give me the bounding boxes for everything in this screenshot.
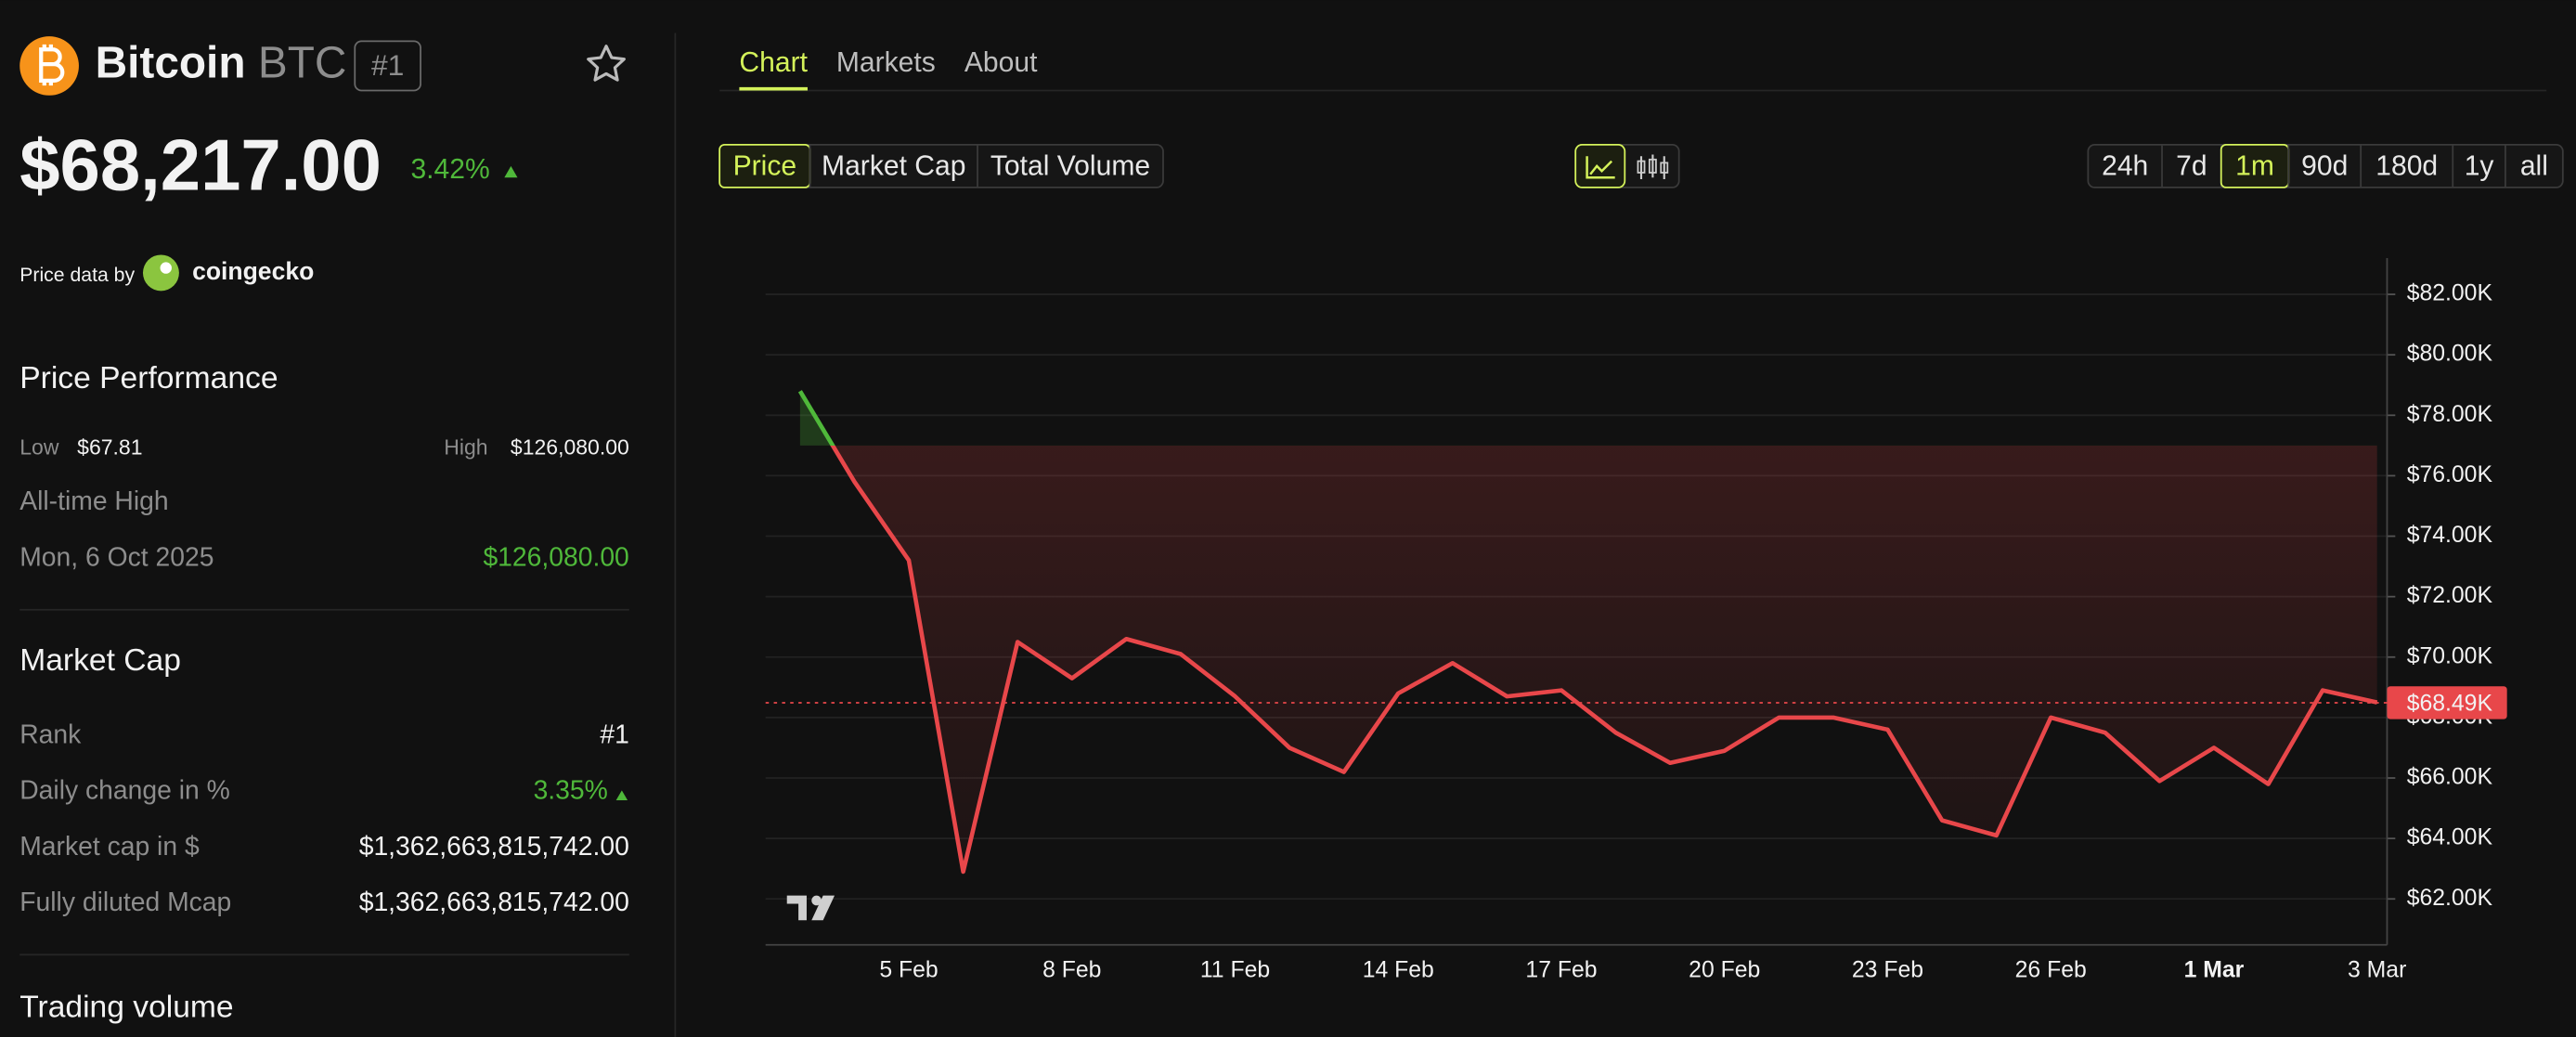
x-tick-label: 23 Feb: [1852, 958, 1923, 983]
ath-label: All-time High: [19, 486, 168, 515]
price-change: 3.42%: [410, 154, 489, 185]
x-tick-label: 17 Feb: [1525, 958, 1597, 983]
provider-logo-eye: [160, 262, 172, 274]
row-value: $1,362,663,815,742.00: [359, 887, 629, 916]
button-label[interactable]: 24h: [2102, 151, 2148, 182]
x-tick-label: 14 Feb: [1363, 958, 1434, 983]
low-value: $67.81: [77, 434, 142, 459]
x-tick-label: 26 Feb: [2015, 958, 2087, 983]
high-label: High: [444, 434, 487, 459]
button-label[interactable]: 1m: [2235, 151, 2274, 182]
up-arrow: [504, 165, 518, 178]
source-label: Price data by: [19, 265, 135, 286]
ath-date: Mon, 6 Oct 2025: [19, 541, 214, 571]
line-chart-icon[interactable]: [1586, 156, 1615, 179]
button-label[interactable]: all: [2520, 151, 2548, 182]
coin-name: Bitcoin: [96, 39, 246, 88]
candle-chart-icon[interactable]: [1660, 162, 1669, 174]
y-tick-label: $76.00K: [2407, 462, 2493, 487]
y-tick-label: $64.00K: [2407, 825, 2493, 850]
provider-logo: [142, 254, 179, 292]
high-value: $126,080.00: [511, 434, 629, 459]
button-label[interactable]: Price: [733, 151, 797, 182]
x-tick-label: 5 Feb: [879, 958, 938, 983]
button-label[interactable]: 180d: [2375, 151, 2438, 182]
y-tick-label: $70.00K: [2407, 643, 2493, 668]
up-arrow: [615, 790, 628, 801]
y-tick-label: $66.00K: [2407, 765, 2493, 790]
y-tick-label: $72.00K: [2407, 583, 2493, 608]
row-label: Rank: [19, 719, 82, 748]
button-label[interactable]: 7d: [2176, 151, 2207, 182]
button-label[interactable]: Total Volume: [990, 151, 1150, 182]
x-tick-label: 1 Mar: [2184, 958, 2245, 983]
tab[interactable]: Markets: [836, 47, 936, 78]
x-tick-label: 3 Mar: [2348, 958, 2406, 983]
tradingview-logo: [786, 895, 835, 921]
price-line: [797, 390, 2378, 875]
tradingview-logo: [811, 895, 822, 906]
chart: $62.00K$64.00K$66.00K$68.00K$70.00K$72.0…: [765, 257, 2507, 983]
candle-chart-icon[interactable]: [1648, 158, 1657, 174]
row-value: 3.35%: [534, 775, 608, 805]
section-title: Market Cap: [19, 643, 181, 678]
y-tick-label: $80.00K: [2407, 342, 2493, 367]
tab[interactable]: Chart: [739, 47, 808, 78]
favorite-star[interactable]: [587, 45, 626, 82]
row-label: Daily change in %: [19, 775, 229, 805]
x-tick-label: 8 Feb: [1042, 958, 1101, 983]
controls: Chart Markets About Price Market Cap Total Vo…: [718, 47, 2564, 188]
section-title: Price Performance: [19, 361, 278, 395]
y-tick-label: $78.00K: [2407, 402, 2493, 427]
section-title: Trading volume: [19, 991, 233, 1025]
button-label[interactable]: 90d: [2301, 151, 2348, 182]
y-tick-label: $82.00K: [2407, 281, 2493, 306]
row-value: #1: [600, 719, 628, 748]
row-value: $1,362,663,815,742.00: [359, 831, 629, 861]
y-tick-label: $62.00K: [2407, 886, 2493, 911]
button-label[interactable]: Market Cap: [822, 151, 965, 182]
current-price-badge: [2387, 686, 2507, 719]
button-group: [2087, 143, 2564, 188]
x-tick-label: 11 Feb: [1200, 958, 1270, 983]
line-chart-button[interactable]: [1574, 143, 1626, 188]
coin-symbol: BTC: [258, 39, 347, 88]
ath-value: $126,080.00: [483, 541, 628, 571]
provider-name: coingecko: [192, 257, 314, 285]
tab[interactable]: About: [964, 47, 1038, 78]
y-tick-label: $74.00K: [2407, 523, 2493, 548]
x-tick-label: 20 Feb: [1689, 958, 1760, 983]
current-price-label: $68.49K: [2407, 691, 2493, 716]
low-label: Low: [19, 434, 59, 459]
price: $68,217.00: [19, 126, 382, 206]
rank-badge: [354, 40, 421, 92]
candle-chart-icon[interactable]: [1639, 154, 1665, 180]
area-fill: [799, 391, 2377, 872]
row-label: Market cap in $: [19, 831, 200, 861]
row-label: Fully diluted Mcap: [19, 887, 231, 916]
rank-badge-text: #1: [371, 48, 404, 82]
coin-glyph: [39, 44, 65, 86]
button-label[interactable]: 1y: [2465, 151, 2494, 182]
candle-chart-icon[interactable]: [1637, 160, 1646, 174]
